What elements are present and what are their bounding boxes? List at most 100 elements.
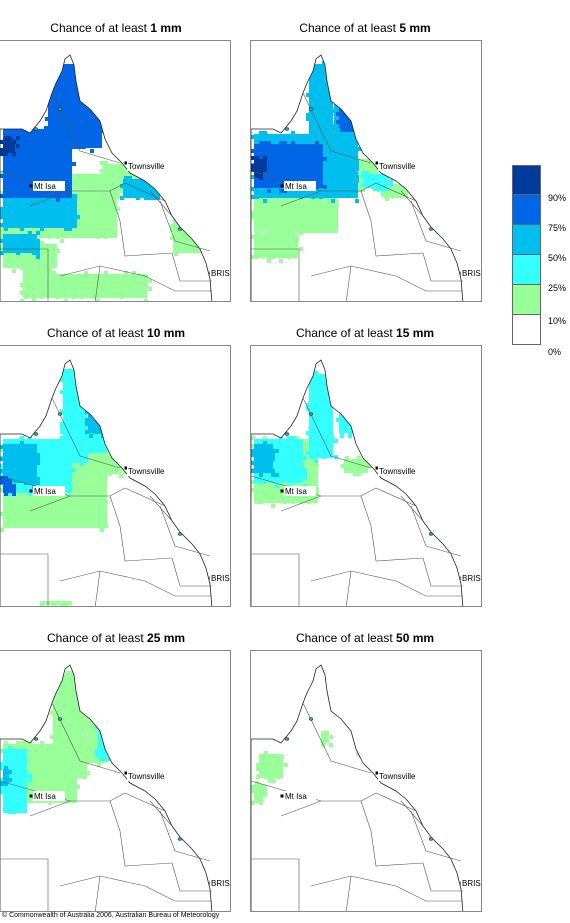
probability-pixel bbox=[350, 706, 354, 710]
probability-pixel bbox=[0, 174, 4, 178]
island bbox=[308, 107, 314, 111]
probability-pixel bbox=[291, 456, 295, 460]
label-background bbox=[127, 161, 179, 171]
probability-pixel bbox=[76, 410, 80, 414]
probability-pixel bbox=[40, 219, 44, 223]
probability-pixel bbox=[89, 438, 93, 442]
probability-pixel bbox=[85, 727, 89, 731]
probability-pixel bbox=[53, 137, 57, 141]
probability-pixel bbox=[100, 520, 104, 524]
probability-pixel bbox=[60, 438, 64, 442]
probability-pixel bbox=[343, 148, 347, 152]
probability-pixel bbox=[353, 468, 357, 472]
probability-pixel bbox=[97, 430, 101, 434]
probability-pixel bbox=[202, 220, 206, 224]
probability-pixel bbox=[40, 468, 44, 472]
probability-pixel bbox=[74, 755, 78, 759]
probability-pixel bbox=[348, 430, 352, 434]
probability-pixel bbox=[104, 271, 108, 275]
district-border bbox=[159, 200, 211, 252]
probability-pixel bbox=[32, 777, 36, 781]
probability-pixel bbox=[85, 438, 89, 442]
probability-pixel bbox=[373, 156, 377, 160]
probability-pixel bbox=[52, 275, 56, 279]
probability-pixel bbox=[349, 468, 353, 472]
probability-pixel bbox=[101, 422, 105, 426]
probability-pixel bbox=[69, 109, 73, 113]
probability-pixel bbox=[85, 751, 89, 755]
probability-pixel bbox=[124, 275, 128, 279]
probability-pixel bbox=[360, 752, 364, 756]
probability-pixel bbox=[336, 418, 340, 422]
probability-pixel bbox=[12, 261, 16, 265]
probability-pixel bbox=[0, 778, 4, 782]
probability-pixel bbox=[263, 131, 267, 135]
probability-pixel bbox=[8, 235, 12, 239]
probability-pixel bbox=[156, 181, 160, 185]
probability-pixel bbox=[348, 124, 352, 128]
probability-pixel bbox=[109, 751, 113, 755]
probability-pixel bbox=[331, 128, 335, 132]
probability-pixel bbox=[323, 185, 327, 189]
townsville-marker bbox=[124, 466, 128, 470]
probability-pixel bbox=[12, 473, 16, 477]
probability-pixel bbox=[314, 383, 318, 387]
probability-pixel bbox=[36, 162, 40, 166]
district-border bbox=[360, 495, 424, 562]
probability-pixel bbox=[299, 195, 303, 199]
probability-pixel bbox=[64, 390, 68, 394]
probability-pixel bbox=[306, 137, 310, 141]
probability-pixel bbox=[348, 406, 352, 410]
district-border bbox=[124, 792, 166, 812]
probability-pixel bbox=[259, 453, 263, 457]
probability-pixel bbox=[318, 77, 322, 81]
probability-pixel bbox=[283, 239, 287, 243]
probability-pixel bbox=[348, 426, 352, 430]
probability-pixel bbox=[40, 504, 44, 508]
probability-pixel bbox=[330, 73, 334, 77]
probability-pixel bbox=[72, 191, 76, 195]
probability-pixel bbox=[330, 375, 334, 379]
probability-pixel bbox=[62, 723, 66, 727]
probability-pixel bbox=[267, 157, 271, 161]
probability-pixel bbox=[111, 470, 115, 474]
probability-pixel bbox=[360, 748, 364, 752]
probability-pixel bbox=[93, 406, 97, 410]
probability-pixel bbox=[276, 763, 280, 767]
district-border bbox=[410, 200, 462, 252]
probability-pixel bbox=[322, 137, 326, 141]
copyright-notice: © Commonwealth of Australia 2006, Austra… bbox=[2, 912, 220, 919]
probability-pixel bbox=[24, 287, 28, 291]
probability-pixel bbox=[84, 520, 88, 524]
probability-pixel bbox=[108, 444, 112, 448]
townsville-marker bbox=[375, 466, 379, 470]
probability-pixel bbox=[28, 270, 32, 274]
probability-pixel bbox=[60, 430, 64, 434]
probability-pixel bbox=[255, 789, 259, 793]
probability-pixel bbox=[56, 198, 60, 202]
probability-pixel bbox=[260, 755, 264, 759]
probability-pixel bbox=[97, 406, 101, 410]
probability-pixel bbox=[306, 431, 310, 435]
probability-pixel bbox=[56, 207, 60, 211]
probability-pixel bbox=[355, 104, 359, 108]
probability-pixel bbox=[60, 454, 64, 458]
probability-pixel bbox=[64, 458, 68, 462]
probability-pixel bbox=[259, 164, 263, 168]
probability-pixel bbox=[56, 508, 60, 512]
probability-pixel bbox=[98, 113, 102, 117]
probability-pixel bbox=[263, 207, 267, 211]
probability-pixel bbox=[334, 93, 338, 97]
probability-pixel bbox=[69, 77, 73, 81]
probability-pixel bbox=[109, 414, 113, 418]
probability-pixel bbox=[80, 295, 84, 299]
probability-pixel bbox=[40, 194, 44, 198]
probability-pixel bbox=[0, 140, 4, 144]
probability-pixel bbox=[24, 138, 28, 142]
probability-pixel bbox=[20, 227, 24, 231]
probability-pixel bbox=[186, 220, 190, 224]
probability-pixel bbox=[65, 133, 69, 137]
probability-pixel bbox=[271, 504, 275, 508]
probability-pixel bbox=[8, 778, 12, 782]
